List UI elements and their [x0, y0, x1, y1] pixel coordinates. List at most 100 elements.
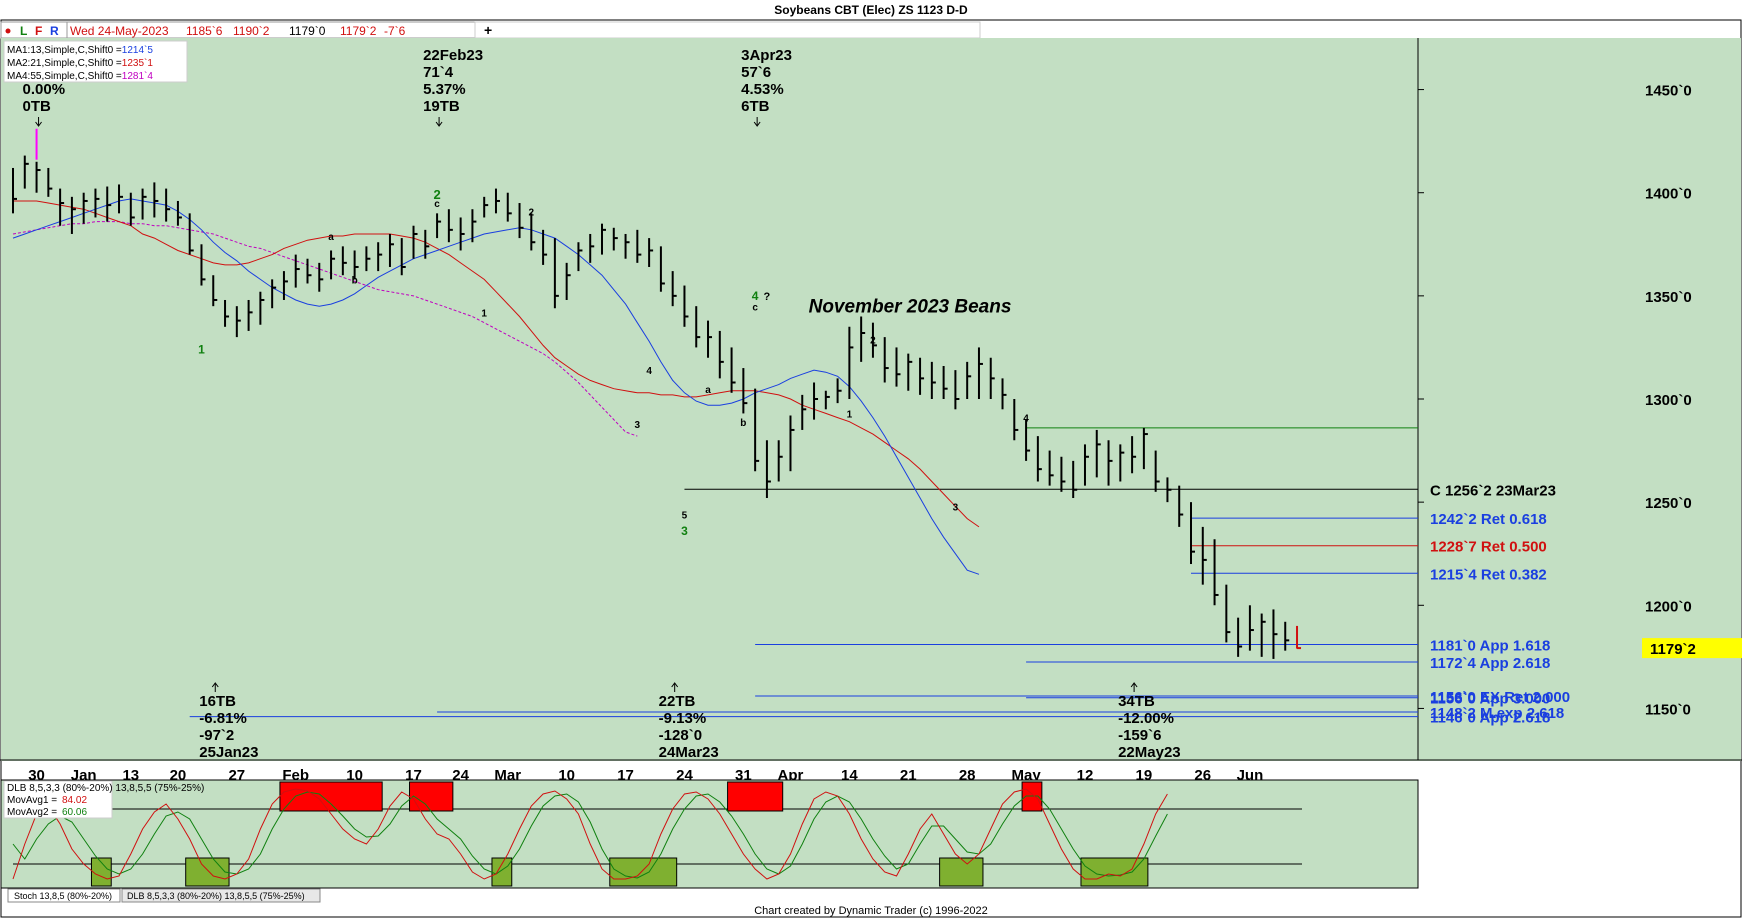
wave-label: 4	[1023, 414, 1029, 425]
price-bar	[789, 415, 795, 472]
price-panel	[1, 38, 1741, 761]
add-chart-button[interactable]: +	[484, 22, 492, 38]
price-bar	[977, 347, 983, 399]
wave-label: b	[352, 275, 358, 286]
stoch-fast-line	[12, 788, 1168, 880]
price-bar	[1166, 477, 1172, 503]
price-bar	[153, 182, 159, 218]
toolbar-date: Wed 24-May-2023	[70, 24, 169, 38]
price-bar	[1001, 378, 1007, 410]
toolbar: L F R Wed 24-May-2023 1185`6 1190`2 1179`0 1179…	[0, 21, 981, 39]
price-bar	[1083, 444, 1089, 486]
price-bar	[400, 238, 406, 276]
indicator-panel	[0, 779, 1419, 889]
level-label: 1228`7 Ret 0.500	[1430, 539, 1547, 556]
price-bar	[176, 200, 182, 226]
price-bar	[271, 279, 277, 309]
price-bar	[436, 213, 442, 239]
tab-stoch-label[interactable]: Stoch 13,8,5 (80%-20%)	[14, 891, 112, 901]
annotation-line: -9.13%	[659, 710, 707, 727]
price-bar	[671, 271, 677, 307]
wave-label: 2	[433, 187, 440, 202]
price-bar	[942, 365, 948, 399]
price-bar	[754, 388, 760, 472]
annotation-line: 4.53%	[741, 81, 784, 98]
price-bar	[129, 192, 135, 226]
price-bar	[483, 196, 489, 218]
annotation-line: 19TB	[423, 98, 460, 115]
ma-legend-entry: MA4:55,Simple,C,Shift0 =1281`4	[7, 70, 153, 82]
arrowhead-icon	[435, 121, 443, 127]
movavg2-value: 60.06	[62, 807, 87, 818]
level-label: C 1256`2 23Mar23	[1430, 482, 1556, 499]
annotation-line: -12.00%	[1118, 710, 1174, 727]
wave-label: ?	[764, 291, 771, 303]
price-bar	[612, 227, 618, 251]
tab-dlb-label[interactable]: DLB 8,5,3,3 (80%-20%) 13,8,5,5 (75%-25%)	[127, 891, 305, 901]
annotation-line: 24Mar23	[659, 744, 719, 761]
price-bar	[1154, 450, 1160, 492]
wave-label: a	[328, 232, 334, 243]
price-bar	[1284, 621, 1290, 651]
toolbar-button-r[interactable]: R	[50, 24, 59, 38]
indicator-legend-box	[3, 780, 113, 819]
annotation-line: -97`2	[199, 727, 234, 744]
price-bar	[1025, 419, 1031, 461]
arrowhead-icon	[35, 121, 42, 127]
ohlc-value: 1190`2	[233, 24, 270, 38]
oversold-zone	[609, 857, 678, 887]
price-bar	[1296, 625, 1302, 650]
tab-dlb[interactable]	[121, 888, 321, 903]
price-bar	[1201, 526, 1207, 585]
price-bar	[47, 167, 53, 197]
overbought-zone	[409, 781, 454, 812]
toolbar-button-f[interactable]: F	[35, 24, 42, 38]
price-bar	[824, 390, 830, 410]
price-bar	[707, 320, 713, 358]
indicator-legend: DLB 8,5,3,3 (80%-20%) 13,8,5,5 (75%-25%)…	[3, 780, 204, 819]
price-bar	[648, 238, 654, 267]
level-label: 1146`0 App 2.618	[1430, 710, 1550, 727]
price-bar	[895, 347, 901, 387]
wave-label: 2	[529, 207, 535, 218]
price-bar	[813, 382, 819, 420]
level-label: 1156`0 EX Ret 2.000	[1430, 689, 1570, 706]
annotation-line: 22May23	[1118, 744, 1181, 761]
price-bar	[530, 213, 536, 251]
wave-label: b	[740, 418, 746, 429]
toolbar-button-l[interactable]: L	[20, 24, 27, 38]
overbought-zone	[727, 781, 784, 812]
oversold-zone	[939, 857, 984, 887]
price-bar	[224, 299, 230, 327]
price-bar	[848, 326, 854, 399]
price-bar	[659, 246, 665, 292]
annotation-line: 0TB	[23, 98, 52, 115]
price-bar	[106, 186, 112, 222]
price-bar	[59, 188, 65, 226]
price-bar	[907, 353, 913, 391]
bottom-tabs: Stoch 13,8,5 (80%-20%) DLB 8,5,3,3 (80%-2…	[7, 888, 321, 903]
price-bar	[118, 184, 124, 214]
price-bar	[1013, 399, 1019, 441]
tab-stoch[interactable]	[7, 888, 121, 903]
price-bar	[1225, 584, 1231, 643]
annotation-line: -6.81%	[199, 710, 247, 727]
wave-label: c	[752, 302, 758, 313]
price-bar	[412, 225, 418, 259]
price-bar	[12, 167, 17, 214]
price-bar	[365, 246, 371, 272]
wave-label: 4	[752, 289, 759, 303]
window-title: Soybeans CBT (Elec) ZS 1123 D-D	[774, 3, 968, 17]
y-tick-label: 1300`0	[1645, 392, 1692, 409]
arrowhead-icon	[671, 682, 679, 688]
level-label: 1181`0 App 1.618	[1430, 637, 1550, 654]
level-label: 1242`2 Ret 0.618	[1430, 511, 1547, 528]
price-bar	[1119, 444, 1125, 482]
level-label: 1215`4 Ret 0.382	[1430, 566, 1547, 583]
wave-label: 3	[635, 420, 641, 431]
record-dot-icon[interactable]	[5, 28, 11, 34]
price-bar	[459, 217, 465, 251]
price-bar	[1260, 613, 1266, 657]
price-bar	[1036, 436, 1042, 482]
